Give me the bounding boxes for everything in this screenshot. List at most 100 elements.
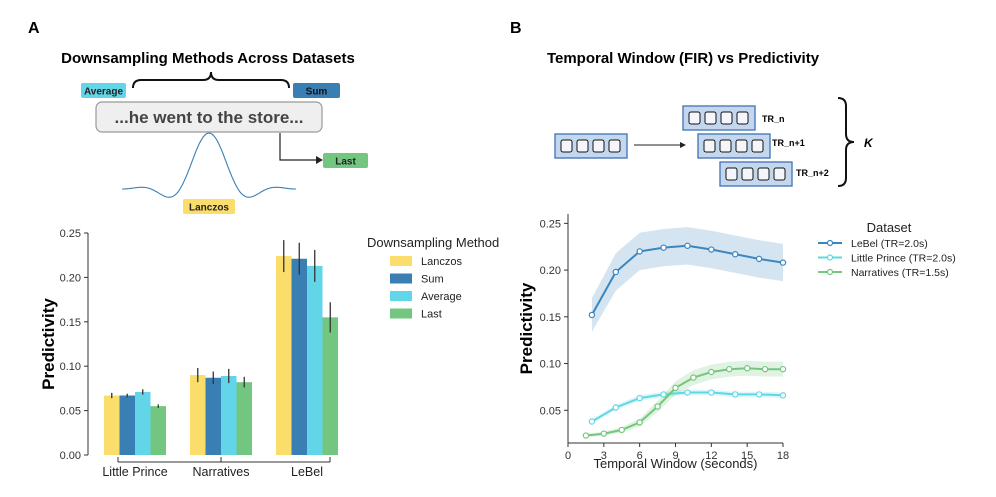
last-tag-label: Last [335,157,356,168]
line-y-tick-label: 0.05 [540,405,561,417]
bar-legend-label-lanczos: Lanczos [421,256,462,268]
bar-lanczos-little-prince [104,395,120,455]
bar-y-tick-label: 0.10 [60,361,81,373]
line-legend-marker-lebel [826,239,834,247]
line-legend-marker-narratives [826,268,834,276]
data-point-little_prince [636,394,643,402]
data-point-lebel [755,255,763,263]
data-point-lebel [684,242,691,249]
bar-x-tick-label: LeBel [291,465,323,479]
panel-a-title: Downsampling Methods Across Datasets [61,50,355,67]
bar-last-narratives [236,382,252,455]
bar-last-little-prince [150,406,166,455]
sentence-box [95,101,323,133]
bar-lanczos-narratives [190,375,206,455]
bar-average-little-prince [135,391,151,455]
line-y-tick-label: 0.10 [540,359,561,371]
data-point-little_prince [779,392,787,399]
bar-sum-narratives [205,377,221,455]
fir-timepoint-cell [688,111,701,125]
fir-timepoint-cell [560,139,573,153]
data-point-narratives [743,365,751,372]
average-tag [81,83,126,98]
fir-timepoint-cell [773,167,786,181]
fir-timepoint-cell [741,167,754,181]
fir-timepoint-cell [736,111,749,125]
data-point-narratives [761,365,769,373]
fir-timepoint-cell [725,167,738,181]
bar-chart-legend: Downsampling Method Lanczos Sum Average Last [367,235,499,321]
lanczos-kernel-curve [122,132,296,198]
data-point-lebel [732,250,739,258]
line-y-axis-title: Predictivity [517,282,536,374]
bar-average-narratives [221,375,237,455]
line-x-tick-label: 0 [565,450,571,462]
lanczos-tag [183,199,235,214]
bar-x-tick-label: Little Prince [102,465,167,479]
data-point-narratives [726,365,733,373]
k-label: K [864,136,874,150]
fir-timepoint-cell [608,139,621,153]
lanczos-tag-label: Lanczos [189,203,229,214]
average-tag-label: Average [84,87,124,98]
data-point-narratives [690,374,697,381]
sentence-text: ...he went to the store... [115,108,304,127]
fir-timepoint-cell [576,139,589,153]
data-point-narratives [672,384,679,392]
line-legend-title: Dataset [867,220,912,235]
fir-schematic: K TR_n TR_n+1 TR_n+2 [554,97,874,187]
panel-b-title: Temporal Window (FIR) vs Predictivity [547,50,820,67]
line-x-tick-label: 6 [637,450,643,462]
line-y-tick-label: 0.15 [540,312,561,324]
data-point-lebel [779,259,787,266]
fir-timepoint-cell [704,111,717,125]
bar-x-tick-label: Narratives [193,465,250,479]
panel-b-label: B [510,20,522,37]
sum-tag [293,83,340,98]
line-legend-marker-little_prince [826,254,834,261]
line-y-tick-label: 0.20 [540,265,561,277]
line-x-axis-title: Temporal Window (seconds) [593,456,757,471]
line-legend-label-little_prince: Little Prince (TR=2.0s) [851,253,956,265]
bar-y-tick-label: 0.25 [60,228,81,240]
sum-tag-label: Sum [306,87,328,98]
fir-timepoint-cell [720,111,733,125]
fir-timepoint-cell [757,167,770,181]
bar-legend-swatch-last [390,308,412,319]
data-point-narratives [779,365,787,373]
line-chart: 0.05 0.10 0.15 0.20 0.25 0 3 6 9 12 15 18 Temporal W… [517,214,956,471]
data-point-little_prince [588,418,596,425]
data-point-narratives [654,403,661,410]
line-x-tick-label: 18 [777,450,789,462]
line-x-tick-label: 15 [741,450,753,462]
data-point-lebel [660,244,667,251]
bar-chart-bars [104,240,338,455]
line-chart-series [582,242,787,439]
data-point-little_prince [684,389,691,396]
bar-legend-label-average: Average [421,291,462,303]
last-arrow [279,133,316,161]
fir-timepoint-cell [592,139,605,153]
downsampling-schematic: Average Sum ...he went to the store... L… [81,71,368,214]
data-point-narratives [636,419,643,426]
tr-label-n1: TR_n+1 [772,138,805,148]
data-point-lebel [612,268,619,276]
bar-y-tick-label: 0.00 [60,450,81,462]
line-x-tick-label: 9 [672,450,678,462]
bar-last-lebel [322,317,338,455]
fir-timepoint-cell [719,139,732,153]
data-point-little_prince [612,404,619,411]
fir-timepoint-cell [751,139,764,153]
bar-y-tick-label: 0.15 [60,317,81,329]
last-tag [323,153,368,168]
tr-label-n: TR_n [762,114,785,124]
bar-average-lebel [307,265,323,455]
tr-label-n2: TR_n+2 [796,168,829,178]
data-point-lebel [588,311,596,319]
data-point-little_prince [708,389,715,396]
data-point-little_prince [732,391,739,398]
bar-chart: 0.00 0.05 0.10 0.15 0.20 0.25 Predictivity Litt… [39,228,499,479]
data-point-lebel [708,246,715,253]
line-legend-label-narratives: Narratives (TR=1.5s) [851,267,949,279]
last-arrow-head [316,156,323,164]
